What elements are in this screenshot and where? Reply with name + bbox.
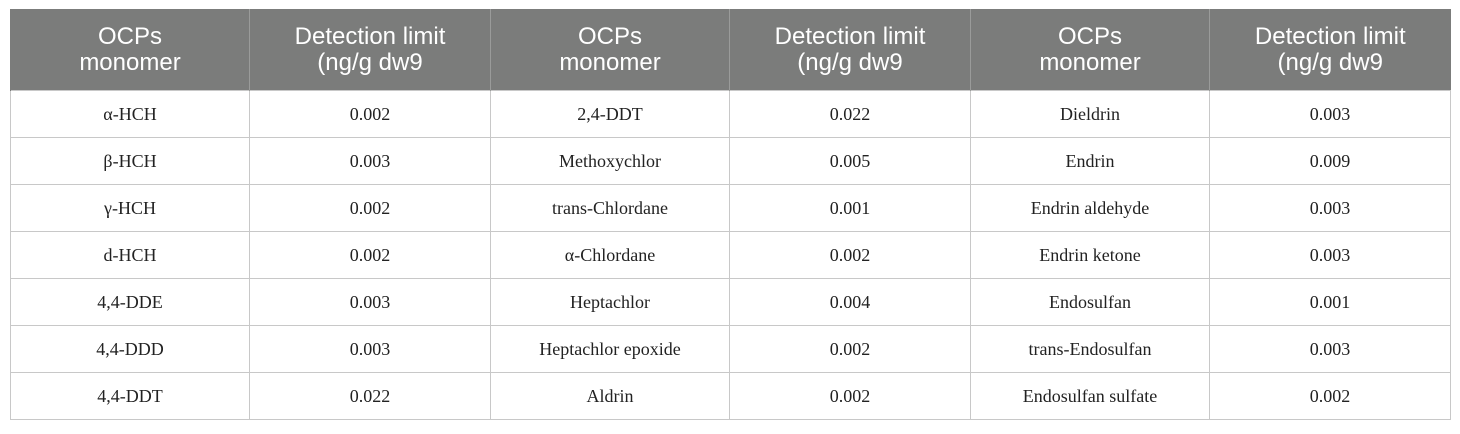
table-cell: Endosulfan sulfate (970, 372, 1210, 420)
table-header: OCPs monomer Detection limit (ng/g dw9 OCP… (10, 9, 1451, 91)
table-row: β-HCH 0.003 Methoxychlor 0.005 Endrin 0.… (10, 137, 1451, 185)
table-cell: 0.001 (1209, 278, 1451, 326)
table-cell: Heptachlor (490, 278, 730, 326)
table-cell: 0.001 (729, 184, 971, 232)
table-cell: 2,4-DDT (490, 90, 730, 138)
table-cell: 0.002 (729, 372, 971, 420)
table-cell: 0.003 (249, 325, 491, 373)
header-cell-detection-limit: Detection limit (ng/g dw9 (1209, 9, 1451, 91)
table-cell: Dieldrin (970, 90, 1210, 138)
table-cell: 0.003 (249, 278, 491, 326)
table-cell: Methoxychlor (490, 137, 730, 185)
table-cell: 0.002 (249, 90, 491, 138)
table-cell: 4,4-DDE (10, 278, 250, 326)
header-line: (ng/g dw9 (797, 48, 903, 76)
table-cell: α-Chlordane (490, 231, 730, 279)
table-cell: 0.022 (729, 90, 971, 138)
header-line: monomer (1039, 48, 1141, 76)
table-cell: 4,4-DDT (10, 372, 250, 420)
table-cell: Heptachlor epoxide (490, 325, 730, 373)
table-cell: Aldrin (490, 372, 730, 420)
table-cell: 0.003 (1209, 231, 1451, 279)
table-cell: Endrin (970, 137, 1210, 185)
table-cell: 0.002 (249, 231, 491, 279)
header-cell-detection-limit: Detection limit (ng/g dw9 (729, 9, 971, 91)
table-cell: γ-HCH (10, 184, 250, 232)
header-line: Detection limit (1254, 22, 1406, 50)
table-cell: 0.009 (1209, 137, 1451, 185)
table-row: 4,4-DDD 0.003 Heptachlor epoxide 0.002 t… (10, 325, 1451, 373)
table-cell: Endrin aldehyde (970, 184, 1210, 232)
header-line: monomer (79, 48, 181, 76)
header-line: OCPs (577, 22, 642, 50)
detection-limit-table: OCPs monomer Detection limit (ng/g dw9 OCP… (10, 9, 1451, 420)
table-cell: 0.002 (249, 184, 491, 232)
header-line: Detection limit (774, 22, 926, 50)
header-cell-ocps-monomer: OCPs monomer (490, 9, 730, 91)
table-body: α-HCH 0.002 2,4-DDT 0.022 Dieldrin 0.003… (10, 90, 1451, 420)
table-row: α-HCH 0.002 2,4-DDT 0.022 Dieldrin 0.003 (10, 90, 1451, 138)
table-cell: 0.002 (729, 231, 971, 279)
header-cell-ocps-monomer: OCPs monomer (10, 9, 250, 91)
header-line: OCPs (1057, 22, 1122, 50)
table-cell: trans-Chlordane (490, 184, 730, 232)
header-line: Detection limit (294, 22, 446, 50)
table-cell: 0.003 (1209, 325, 1451, 373)
table-cell: Endosulfan (970, 278, 1210, 326)
table-row: 4,4-DDT 0.022 Aldrin 0.002 Endosulfan su… (10, 372, 1451, 420)
table-container: OCPs monomer Detection limit (ng/g dw9 OCP… (10, 9, 1451, 420)
table-cell: 0.002 (1209, 372, 1451, 420)
table-cell: 0.002 (729, 325, 971, 373)
table-cell: α-HCH (10, 90, 250, 138)
table-cell: 0.004 (729, 278, 971, 326)
header-cell-detection-limit: Detection limit (ng/g dw9 (249, 9, 491, 91)
table-cell: d-HCH (10, 231, 250, 279)
table-cell: 0.005 (729, 137, 971, 185)
table-cell: trans-Endosulfan (970, 325, 1210, 373)
table-cell: 0.003 (1209, 90, 1451, 138)
table-cell: 4,4-DDD (10, 325, 250, 373)
table-cell: 0.022 (249, 372, 491, 420)
header-line: monomer (559, 48, 661, 76)
table-cell: 0.003 (1209, 184, 1451, 232)
header-cell-ocps-monomer: OCPs monomer (970, 9, 1210, 91)
table-cell: β-HCH (10, 137, 250, 185)
header-line: OCPs (97, 22, 162, 50)
header-line: (ng/g dw9 (1277, 48, 1383, 76)
header-row: OCPs monomer Detection limit (ng/g dw9 OCP… (10, 9, 1451, 91)
table-row: d-HCH 0.002 α-Chlordane 0.002 Endrin ket… (10, 231, 1451, 279)
table-cell: 0.003 (249, 137, 491, 185)
table-row: γ-HCH 0.002 trans-Chlordane 0.001 Endrin… (10, 184, 1451, 232)
table-row: 4,4-DDE 0.003 Heptachlor 0.004 Endosulfa… (10, 278, 1451, 326)
header-line: (ng/g dw9 (317, 48, 423, 76)
table-cell: Endrin ketone (970, 231, 1210, 279)
